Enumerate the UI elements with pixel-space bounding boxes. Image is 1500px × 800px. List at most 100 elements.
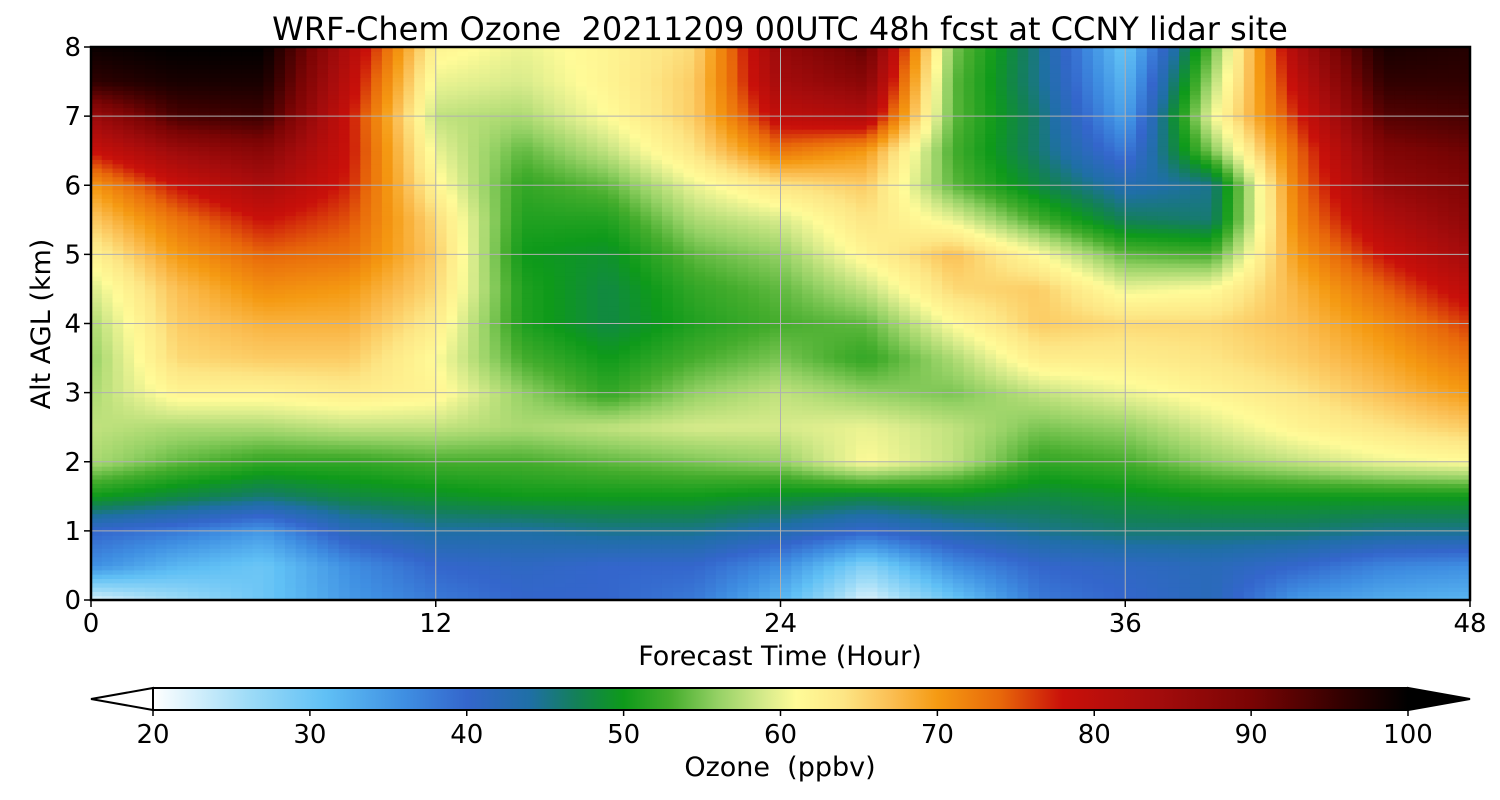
heatmap-cell bbox=[1179, 578, 1191, 584]
heatmap-cell bbox=[586, 556, 598, 562]
heatmap-cell bbox=[575, 595, 588, 600]
heatmap-cell bbox=[694, 470, 706, 476]
heatmap-cell bbox=[123, 561, 135, 567]
heatmap-cell bbox=[1006, 491, 1019, 497]
heatmap-cell bbox=[554, 565, 566, 571]
heatmap-cell bbox=[845, 556, 857, 562]
heatmap-cell bbox=[845, 565, 857, 571]
heatmap-cell bbox=[392, 574, 405, 579]
heatmap-cell bbox=[241, 509, 254, 515]
heatmap-cell bbox=[532, 513, 545, 519]
heatmap-cell bbox=[672, 461, 685, 467]
heatmap-cell bbox=[791, 457, 803, 463]
heatmap-cell bbox=[597, 496, 609, 502]
heatmap-cell bbox=[845, 509, 857, 515]
heatmap-cell bbox=[1254, 539, 1266, 545]
heatmap-cell bbox=[1437, 522, 1450, 528]
heatmap-cell bbox=[91, 466, 103, 471]
heatmap-cell bbox=[694, 595, 706, 600]
heatmap-cell bbox=[726, 504, 738, 510]
heatmap-cell bbox=[1437, 487, 1450, 493]
heatmap-cell bbox=[274, 526, 286, 532]
heatmap-cell bbox=[985, 539, 997, 545]
heatmap-cell bbox=[284, 552, 297, 558]
heatmap-cell bbox=[1319, 548, 1331, 554]
heatmap-cell bbox=[1136, 479, 1148, 484]
heatmap-cell bbox=[489, 504, 501, 510]
heatmap-cell bbox=[640, 444, 652, 450]
heatmap-cell bbox=[144, 587, 157, 592]
heatmap-cell bbox=[306, 487, 318, 493]
heatmap-cell bbox=[1017, 479, 1029, 484]
heatmap-cell bbox=[640, 548, 652, 554]
heatmap-cell bbox=[1006, 587, 1019, 592]
heatmap-cell bbox=[737, 569, 749, 575]
heatmap-cell bbox=[500, 496, 512, 502]
heatmap-cell bbox=[629, 539, 642, 545]
heatmap-cell bbox=[877, 431, 889, 437]
heatmap-cell bbox=[1168, 517, 1180, 523]
heatmap-cell bbox=[284, 479, 297, 484]
heatmap-cell bbox=[241, 461, 254, 467]
heatmap-cell bbox=[500, 526, 512, 532]
heatmap-cell bbox=[1394, 526, 1406, 532]
heatmap-cell bbox=[963, 479, 976, 484]
heatmap-cell bbox=[252, 457, 264, 463]
heatmap-cell bbox=[446, 461, 458, 467]
heatmap-cell bbox=[1200, 578, 1213, 584]
heatmap-cell bbox=[1426, 496, 1439, 502]
heatmap-cell bbox=[748, 595, 760, 600]
heatmap-cell bbox=[1125, 561, 1137, 567]
heatmap-cell bbox=[1448, 522, 1460, 528]
heatmap-cell bbox=[737, 556, 749, 562]
heatmap-cell bbox=[1071, 548, 1083, 554]
heatmap-cell bbox=[101, 539, 114, 545]
heatmap-cell bbox=[963, 427, 976, 433]
heatmap-cell bbox=[1265, 496, 1277, 502]
heatmap-cell bbox=[155, 470, 168, 476]
heatmap-cell bbox=[1157, 431, 1169, 437]
heatmap-cell bbox=[220, 578, 232, 584]
heatmap-cell bbox=[1308, 543, 1320, 549]
heatmap-cell bbox=[909, 435, 922, 441]
heatmap-cell bbox=[888, 522, 900, 528]
heatmap-cell bbox=[985, 530, 997, 536]
heatmap-cell bbox=[845, 522, 857, 528]
heatmap-cell bbox=[985, 483, 997, 489]
heatmap-cell bbox=[942, 530, 954, 536]
heatmap-cell bbox=[1340, 500, 1353, 506]
heatmap-cell bbox=[123, 513, 135, 519]
heatmap-cell bbox=[952, 427, 965, 433]
heatmap-cell bbox=[737, 487, 749, 493]
heatmap-cell bbox=[1459, 504, 1470, 510]
heatmap-cell bbox=[414, 591, 426, 597]
heatmap-cell bbox=[1405, 479, 1417, 484]
heatmap-cell bbox=[1340, 466, 1353, 471]
heatmap-cell bbox=[360, 509, 372, 515]
heatmap-cell bbox=[705, 587, 717, 592]
heatmap-cell bbox=[263, 440, 275, 446]
heatmap-cell bbox=[457, 517, 469, 523]
heatmap-cell bbox=[1200, 453, 1213, 459]
heatmap-cell bbox=[252, 522, 264, 528]
heatmap-cell bbox=[758, 431, 771, 437]
heatmap-cell bbox=[899, 552, 911, 558]
heatmap-cell bbox=[1437, 543, 1450, 549]
heatmap-cell bbox=[187, 574, 200, 579]
heatmap-cell bbox=[1405, 578, 1417, 584]
heatmap-cell bbox=[284, 453, 297, 459]
heatmap-cell bbox=[532, 444, 545, 450]
heatmap-cell bbox=[963, 461, 976, 467]
heatmap-cell bbox=[802, 457, 814, 463]
heatmap-cell bbox=[231, 548, 243, 554]
heatmap-cell bbox=[1340, 504, 1353, 510]
heatmap-cell bbox=[1351, 479, 1363, 484]
heatmap-cell bbox=[1319, 574, 1331, 579]
heatmap-cell bbox=[726, 509, 738, 515]
heatmap-cell bbox=[1308, 491, 1320, 497]
heatmap-cell bbox=[1329, 535, 1342, 541]
heatmap-cell bbox=[543, 587, 555, 592]
heatmap-cell bbox=[608, 569, 620, 575]
heatmap-cell bbox=[899, 530, 911, 536]
heatmap-cell bbox=[554, 448, 566, 454]
